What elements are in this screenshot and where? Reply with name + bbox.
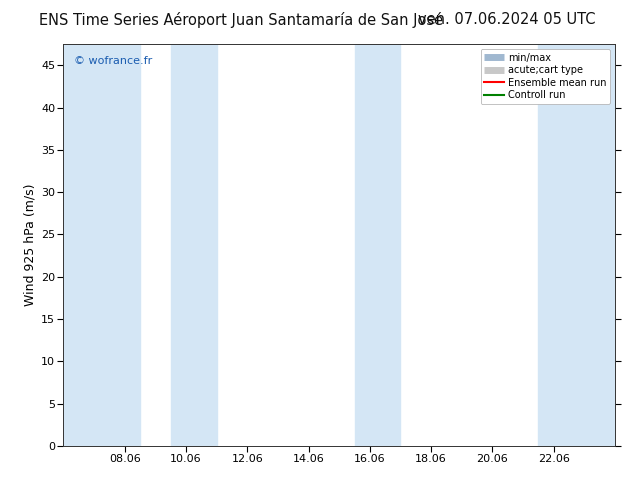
Text: ENS Time Series Aéroport Juan Santamaría de San José: ENS Time Series Aéroport Juan Santamaría…: [39, 12, 443, 28]
Legend: min/max, acute;cart type, Ensemble mean run, Controll run: min/max, acute;cart type, Ensemble mean …: [481, 49, 610, 104]
Bar: [354, 44, 401, 446]
Bar: [538, 44, 615, 446]
Text: © wofrance.fr: © wofrance.fr: [74, 56, 153, 66]
Bar: [63, 44, 140, 446]
Bar: [171, 44, 217, 446]
Y-axis label: Wind 925 hPa (m/s): Wind 925 hPa (m/s): [24, 184, 37, 306]
Text: ven. 07.06.2024 05 UTC: ven. 07.06.2024 05 UTC: [418, 12, 596, 27]
